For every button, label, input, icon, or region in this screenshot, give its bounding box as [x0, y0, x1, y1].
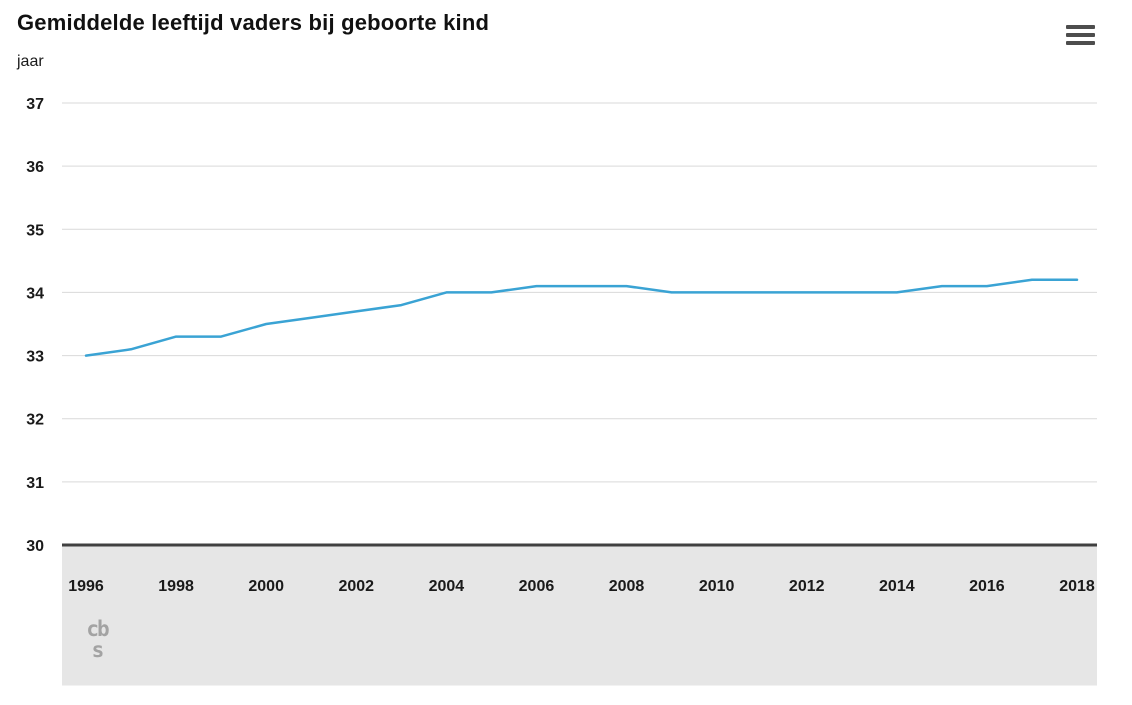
- plot-footer-band: [62, 546, 1097, 686]
- hamburger-menu-icon[interactable]: [1066, 25, 1095, 45]
- x-axis-tick-label: 2000: [248, 578, 284, 595]
- y-axis-tick-label: 30: [26, 538, 44, 555]
- cbs-logo-text: s: [91, 638, 105, 662]
- menu-bar: [1066, 25, 1095, 29]
- y-axis-unit-label: jaar: [17, 53, 44, 70]
- y-axis-tick-label: 35: [26, 222, 44, 239]
- x-axis-tick-label: 2018: [1059, 578, 1095, 595]
- menu-bar: [1066, 41, 1095, 45]
- y-axis-tick-label: 37: [26, 96, 44, 113]
- cbs-logo: cb s: [77, 619, 117, 667]
- y-axis-tick-label: 32: [26, 412, 44, 429]
- x-axis-tick-label: 2012: [789, 578, 825, 595]
- y-axis-tick-label: 33: [26, 349, 44, 366]
- y-axis-tick-label: 36: [26, 159, 44, 176]
- chart-title: Gemiddelde leeftijd vaders bij geboorte …: [17, 10, 490, 35]
- x-axis-tick-label: 2002: [338, 578, 374, 595]
- y-axis-tick-label: 34: [26, 285, 44, 302]
- x-axis-tick-label: 2004: [429, 578, 465, 595]
- x-axis-tick-label: 2014: [879, 578, 915, 595]
- cbs-logo-text: cb: [86, 617, 109, 641]
- x-axis-tick-label: 2010: [699, 578, 735, 595]
- x-axis-tick-label: 1996: [68, 578, 104, 595]
- x-axis-tick-label: 2008: [609, 578, 645, 595]
- menu-bar: [1066, 33, 1095, 37]
- y-axis-tick-label: 31: [26, 475, 44, 492]
- x-axis-tick-label: 2006: [519, 578, 555, 595]
- x-axis-tick-label: 1998: [158, 578, 194, 595]
- data-line-gemiddelde-leeftijd-vaders: [84, 278, 1079, 357]
- x-axis-tick-label: 2016: [969, 578, 1005, 595]
